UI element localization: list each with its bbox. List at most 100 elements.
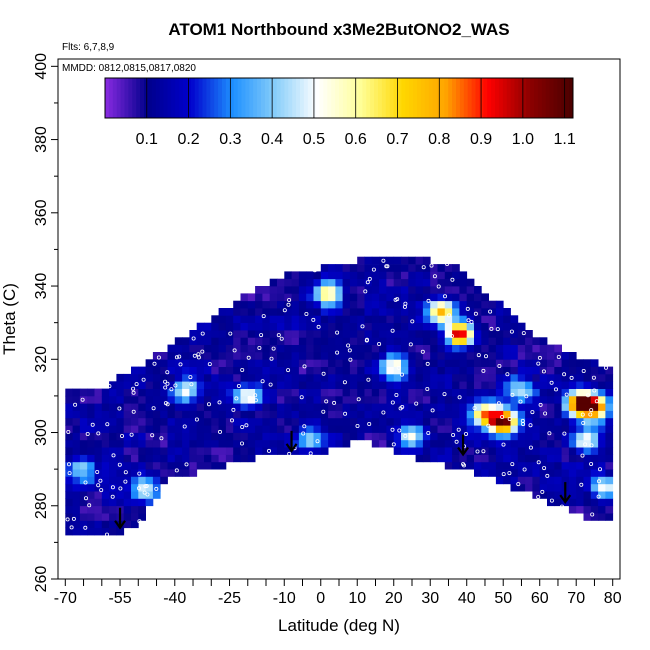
heatmap-cell [291, 381, 300, 389]
heatmap-cell [94, 417, 103, 426]
heatmap-cell [422, 352, 431, 360]
sample-point [495, 327, 500, 332]
heatmap-cell [262, 315, 271, 323]
sample-point [118, 486, 123, 491]
heatmap-cell [145, 498, 154, 507]
heatmap-cell [291, 322, 300, 331]
heatmap-cell [430, 395, 438, 404]
heatmap-cell [525, 330, 533, 338]
heatmap-cell [386, 373, 395, 382]
heatmap-cell [204, 337, 212, 345]
heatmap-cell [196, 425, 205, 433]
heatmap-cell [342, 381, 351, 389]
heatmap-cell [568, 410, 577, 419]
heatmap-cell [298, 395, 307, 404]
sample-point [396, 365, 401, 370]
heatmap-cell [532, 337, 541, 345]
heatmap-cell [211, 461, 219, 470]
heatmap-cell [72, 520, 81, 529]
heatmap-cell [284, 432, 292, 441]
heatmap-cell [357, 337, 365, 345]
colorbar-segment [444, 78, 449, 118]
heatmap-cell [357, 300, 365, 309]
heatmap-cell [174, 403, 183, 411]
heatmap-cell [240, 293, 249, 302]
heatmap-cell [371, 366, 380, 375]
colorbar-segment [526, 78, 531, 118]
heatmap-cell [517, 410, 526, 419]
heatmap-cell [539, 395, 548, 404]
colorbar-segment [530, 78, 535, 118]
heatmap-cell [408, 417, 416, 426]
heatmap-cell [554, 483, 562, 492]
sample-point [516, 482, 521, 487]
heatmap-cell [101, 498, 110, 507]
heatmap-cell [481, 410, 489, 419]
heatmap-cell [452, 447, 460, 455]
heatmap-cell [503, 322, 511, 331]
heatmap-cell [284, 330, 292, 338]
heatmap-cell [284, 278, 292, 287]
heatmap-cell [598, 366, 606, 375]
heatmap-cell [138, 373, 146, 382]
heatmap-cell [371, 271, 380, 280]
heatmap-cell [204, 410, 212, 419]
heatmap-cell [174, 395, 183, 404]
heatmap-cell [284, 337, 292, 345]
sample-point [430, 408, 435, 413]
heatmap-cell [517, 395, 526, 404]
heatmap-cell [87, 425, 95, 433]
colorbar-segment [518, 78, 523, 118]
heatmap-cell [474, 410, 482, 419]
heatmap-cell [408, 330, 416, 338]
heatmap-cell [422, 410, 431, 419]
heatmap-cell [488, 388, 497, 397]
heatmap-cell [320, 403, 329, 411]
sample-point [311, 317, 316, 322]
sample-point [269, 356, 274, 361]
heatmap-cell [152, 352, 161, 360]
sample-point [581, 420, 586, 425]
heatmap-cell [320, 447, 329, 455]
colorbar-segment [541, 78, 547, 118]
heatmap-cell [386, 286, 395, 294]
heatmap-cell [525, 439, 533, 448]
sample-point [346, 343, 351, 348]
heatmap-cell [415, 439, 424, 448]
heatmap-cell [320, 417, 329, 426]
heatmap-cell [510, 344, 519, 353]
heatmap-cell [109, 476, 117, 485]
heatmap-cell [225, 403, 234, 411]
heatmap-cell [298, 315, 307, 323]
heatmap-cell [568, 352, 577, 360]
heatmap-cell [335, 439, 344, 448]
heatmap-cell [189, 359, 198, 367]
heatmap-cell [590, 373, 599, 382]
heatmap-cell [247, 454, 256, 463]
heatmap-cell [590, 513, 599, 521]
heatmap-cell [568, 395, 577, 404]
heatmap-cell [583, 491, 592, 499]
heatmap-cell [138, 483, 146, 492]
heatmap-cell [408, 322, 416, 331]
heatmap-cell [605, 425, 614, 433]
heatmap-cell [277, 403, 285, 411]
colorbar-tick-label: 0.8 [428, 131, 450, 148]
sample-point [581, 368, 586, 373]
heatmap-cell [495, 469, 504, 477]
heatmap-cell [189, 432, 198, 441]
heatmap-cell [291, 373, 300, 382]
heatmap-cell [386, 432, 395, 441]
sample-point [564, 392, 569, 397]
heatmap-cell [517, 476, 526, 485]
heatmap-cell [247, 352, 256, 360]
colorbar-segment [276, 78, 281, 118]
heatmap-cell [328, 432, 336, 441]
heatmap-cell [401, 315, 409, 323]
heatmap-cell [94, 447, 103, 455]
heatmap-cell [517, 359, 526, 367]
heatmap-cell [211, 315, 219, 323]
heatmap-cell [364, 271, 373, 280]
colorbar-segment [163, 78, 168, 118]
heatmap-cell [349, 403, 358, 411]
